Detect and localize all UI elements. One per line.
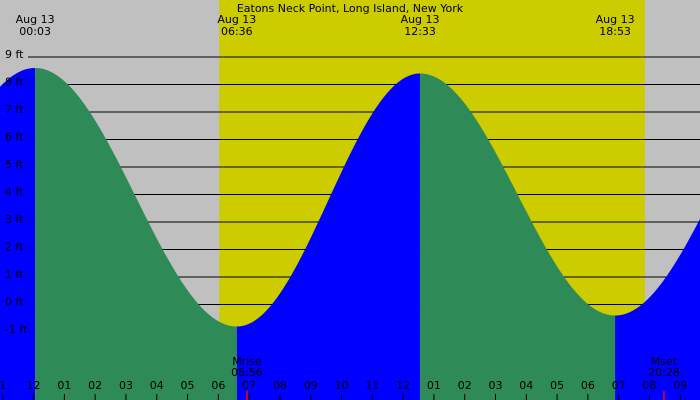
extreme-time: 06:36 [221,25,253,38]
extreme-time: 00:03 [19,25,51,38]
extreme-time: 18:53 [599,25,631,38]
extreme-date: Aug 13 [16,13,55,26]
x-tick-label: 06 [581,379,595,392]
x-tick-label: 11 [365,379,379,392]
falling-tide [35,67,237,400]
x-tick-label: 01 [427,379,441,392]
x-tick-label: 10 [335,379,349,392]
x-tick-label: 09 [673,379,687,392]
extreme-time: 12:33 [404,25,436,38]
x-tick-label: 04 [150,379,164,392]
x-tick-label: 08 [273,379,287,392]
falling-tide [420,73,616,400]
x-tick-label: 04 [519,379,533,392]
x-tick-label: 09 [304,379,318,392]
y-tick-label: 9 ft [5,48,24,61]
x-tick-label: 08 [642,379,656,392]
y-tick-label: 0 ft [5,296,24,309]
x-tick-label: 1 [0,379,6,392]
tide-fills [0,66,700,400]
y-tick-label: -1 ft [5,323,28,336]
y-tick-label: 8 ft [5,75,24,88]
x-tick-label: 02 [88,379,102,392]
x-tick-label: 12 [27,379,41,392]
rising-tide [0,67,36,400]
x-tick-label: 01 [57,379,71,392]
y-tick-label: 7 ft [5,103,24,116]
y-tick-label: 1 ft [5,268,24,281]
x-tick-label: 12 [396,379,410,392]
y-tick-label: 5 ft [5,158,24,171]
x-tick-label: 06 [211,379,225,392]
x-tick-label: 05 [550,379,564,392]
extreme-date: Aug 13 [217,13,256,26]
x-tick-label: 07 [242,379,256,392]
x-tick-label: 07 [612,379,626,392]
y-tick-label: 6 ft [5,130,24,143]
labels: Eatons Neck Point, Long Island, New York… [0,2,687,400]
moon-label: Mset [651,355,678,368]
rising-tide [236,73,421,400]
moon-time: 20:28 [648,366,680,379]
y-tick-label: 3 ft [5,213,24,226]
x-tick-label: 03 [489,379,503,392]
rising-tide [615,218,700,400]
moon-label: Mrise [232,355,262,368]
tide-extreme [235,325,238,328]
chart-title: Eatons Neck Point, Long Island, New York [237,2,464,15]
x-tick-label: 03 [119,379,133,392]
y-tick-label: 2 ft [5,241,24,254]
extreme-date: Aug 13 [401,13,440,26]
tide-extreme [419,72,422,75]
tide-extreme [34,66,37,69]
tide-extreme [614,314,617,317]
x-tick-label: 05 [181,379,195,392]
moon-time: 06:56 [231,366,263,379]
x-tick-label: 02 [458,379,472,392]
extreme-date: Aug 13 [596,13,635,26]
y-tick-label: 4 ft [5,185,24,198]
